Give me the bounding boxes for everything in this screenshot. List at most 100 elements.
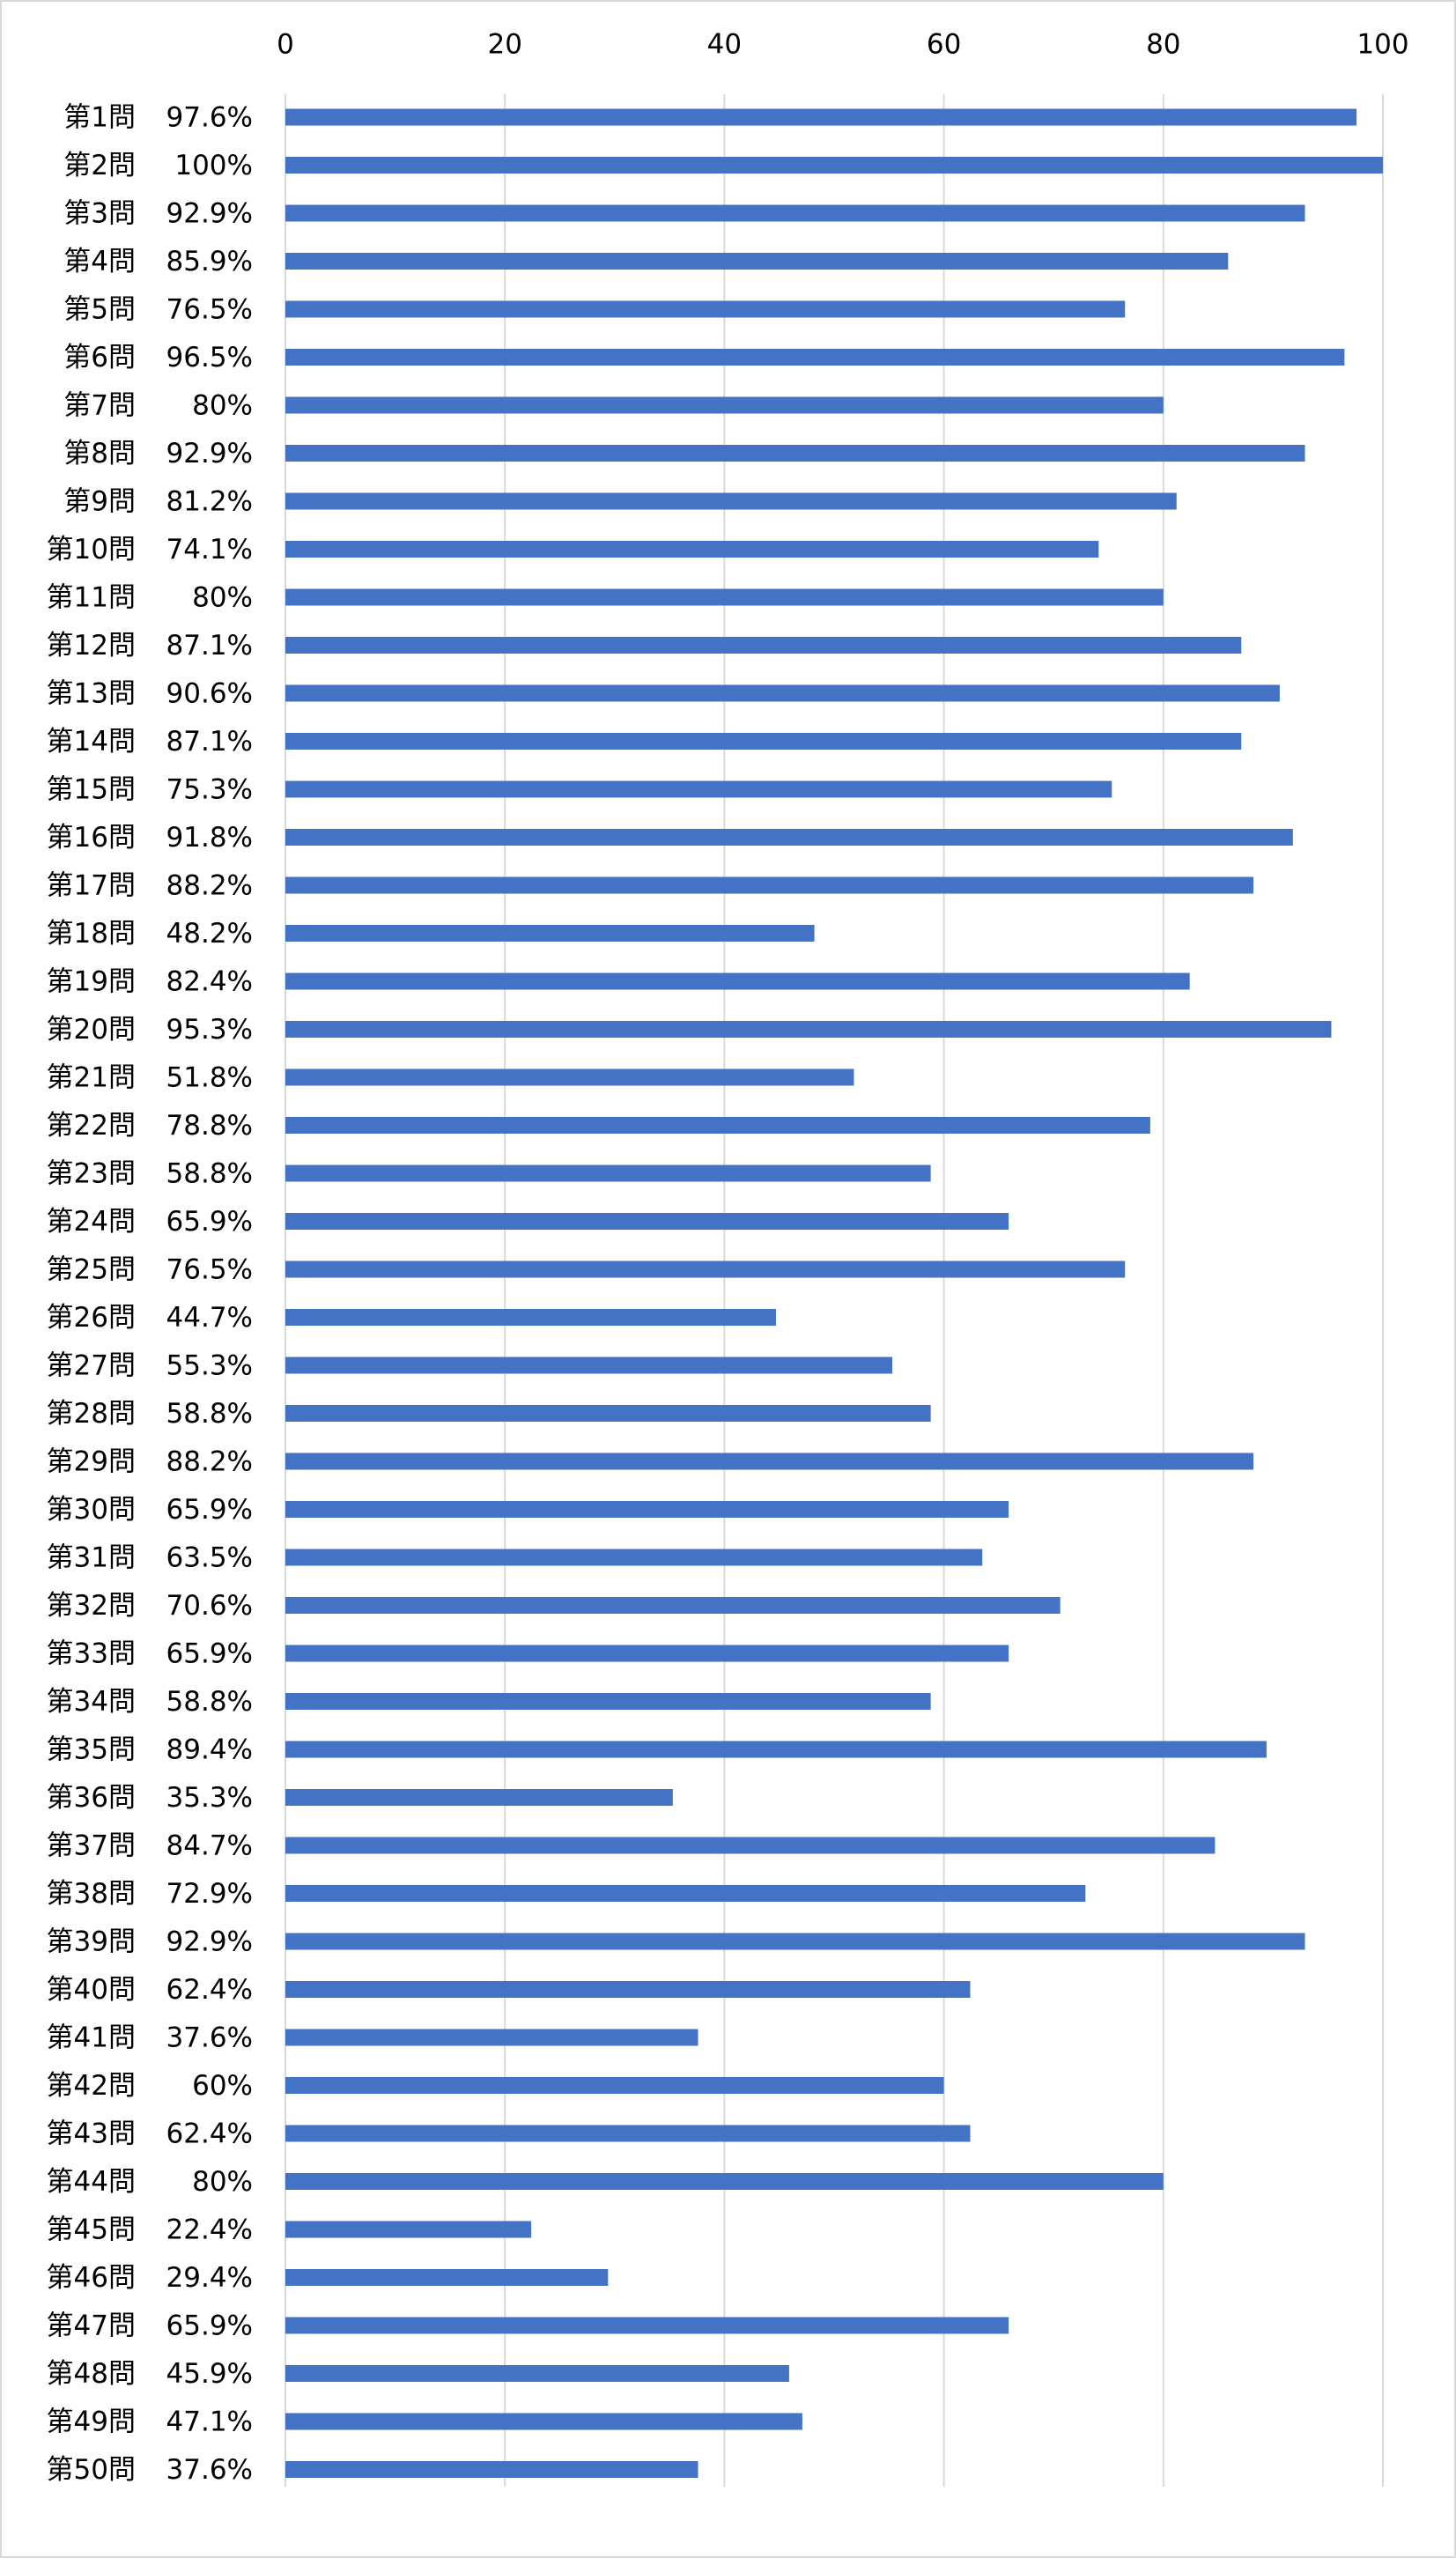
bar	[285, 1741, 1267, 1758]
y-tick-label: 第50問	[47, 2454, 136, 2486]
bar	[285, 1068, 854, 1086]
value-label: 37.6%	[166, 2022, 253, 2054]
y-tick-label: 第29問	[47, 1446, 136, 1478]
value-label: 74.1%	[166, 534, 253, 566]
bar	[285, 829, 1293, 846]
bar	[285, 2125, 971, 2142]
value-label: 44.7%	[166, 1302, 253, 1334]
value-label: 65.9%	[166, 1206, 253, 1238]
value-label: 89.4%	[166, 1734, 253, 1766]
value-label: 65.9%	[166, 2310, 253, 2342]
value-label: 80%	[192, 390, 253, 422]
bar	[285, 1453, 1253, 1470]
bar	[285, 1789, 673, 1806]
bar	[285, 588, 1164, 606]
value-label: 47.1%	[166, 2406, 253, 2438]
bar	[285, 684, 1280, 702]
value-label: 48.2%	[166, 918, 253, 950]
y-tick-label: 第5問	[63, 294, 136, 326]
bar	[285, 1597, 1061, 1614]
y-tick-label: 第42問	[47, 2070, 136, 2102]
value-label: 92.9%	[166, 198, 253, 230]
y-tick-label: 第17問	[47, 870, 136, 902]
value-label: 63.5%	[166, 1542, 253, 1574]
bar	[285, 396, 1164, 414]
value-label: 76.5%	[166, 1254, 253, 1286]
y-tick-label: 第20問	[47, 1014, 136, 1046]
value-label: 37.6%	[166, 2454, 253, 2486]
x-tick-label: 60	[927, 29, 961, 61]
value-label: 80%	[192, 582, 253, 614]
value-label: 35.3%	[166, 1782, 253, 1814]
value-label: 75.3%	[166, 774, 253, 806]
bar	[285, 925, 815, 942]
value-label: 55.3%	[166, 1350, 253, 1382]
bar	[285, 1981, 971, 1998]
y-tick-label: 第24問	[47, 1206, 136, 1238]
y-tick-label: 第46問	[47, 2262, 136, 2294]
value-label: 58.8%	[166, 1158, 253, 1190]
value-label: 88.2%	[166, 870, 253, 902]
y-tick-label: 第49問	[47, 2406, 136, 2438]
bar	[285, 445, 1305, 462]
bar	[285, 1501, 1009, 1518]
bar	[285, 1933, 1305, 1950]
x-tick-label: 0	[277, 29, 294, 61]
value-label: 72.9%	[166, 1878, 253, 1910]
value-label: 84.7%	[166, 1830, 253, 1862]
bar	[285, 1164, 931, 1182]
value-label: 62.4%	[166, 1974, 253, 2006]
value-label: 90.6%	[166, 678, 253, 710]
value-label: 62.4%	[166, 2118, 253, 2150]
y-tick-label: 第16問	[47, 822, 136, 854]
y-tick-label: 第27問	[47, 1350, 136, 1382]
bar	[285, 204, 1305, 222]
y-tick-label: 第47問	[47, 2310, 136, 2342]
bar	[285, 1261, 1126, 1278]
value-label: 100%	[174, 150, 253, 181]
bar	[285, 1693, 931, 1710]
bar	[285, 1021, 1332, 1038]
value-label: 96.5%	[166, 342, 253, 373]
value-label: 22.4%	[166, 2214, 253, 2246]
value-label: 97.6%	[166, 102, 253, 134]
bar	[285, 253, 1229, 270]
bar	[285, 1309, 776, 1326]
bar	[285, 2317, 1009, 2334]
value-label: 29.4%	[166, 2262, 253, 2294]
y-tick-label: 第26問	[47, 1302, 136, 1334]
value-label: 87.1%	[166, 726, 253, 758]
bar	[285, 157, 1383, 174]
bar	[285, 108, 1357, 126]
bar	[285, 492, 1177, 510]
bar	[285, 2221, 532, 2238]
y-tick-label: 第35問	[47, 1734, 136, 1766]
x-tick-label: 100	[1356, 29, 1408, 61]
y-tick-label: 第36問	[47, 1782, 136, 1814]
bar	[285, 1549, 983, 1566]
y-tick-label: 第39問	[47, 1926, 136, 1958]
y-tick-label: 第41問	[47, 2022, 136, 2054]
y-tick-label: 第40問	[47, 1974, 136, 2006]
value-label: 65.9%	[166, 1494, 253, 1526]
value-label: 92.9%	[166, 438, 253, 469]
y-tick-label: 第15問	[47, 774, 136, 806]
value-label: 95.3%	[166, 1014, 253, 1046]
bar	[285, 2413, 802, 2430]
y-tick-label: 第25問	[47, 1254, 136, 1286]
value-label: 85.9%	[166, 246, 253, 277]
y-tick-label: 第10問	[47, 534, 136, 566]
y-tick-label: 第22問	[47, 1110, 136, 1142]
bar	[285, 1405, 931, 1422]
y-tick-label: 第48問	[47, 2358, 136, 2390]
bar	[285, 876, 1253, 894]
y-tick-label: 第1問	[63, 102, 136, 134]
x-tick-label: 80	[1146, 29, 1180, 61]
bar	[285, 1645, 1009, 1662]
y-tick-label: 第7問	[63, 390, 136, 422]
y-tick-label: 第3問	[63, 198, 136, 230]
bar	[285, 541, 1099, 558]
y-tick-label: 第21問	[47, 1062, 136, 1094]
value-label: 82.4%	[166, 966, 253, 998]
